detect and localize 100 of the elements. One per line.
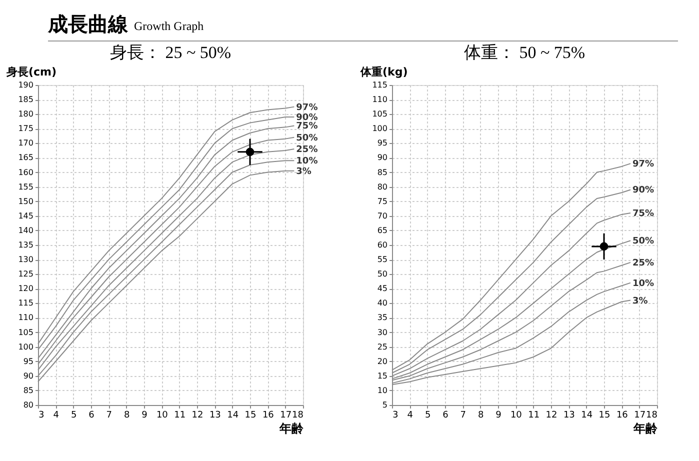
y-tick-label: 105 — [372, 110, 388, 119]
x-tick-label: 7 — [460, 410, 466, 420]
y-tick-label: 165 — [18, 153, 34, 162]
x-tick-label: 3 — [38, 410, 44, 420]
x-tick-label: 6 — [88, 410, 95, 420]
x-tick-label: 13 — [563, 410, 575, 420]
series-label: 90% — [632, 186, 654, 196]
series-label: 25% — [296, 145, 318, 155]
series-label: 10% — [296, 156, 318, 167]
y-tick-label: 40 — [377, 298, 388, 308]
x-tick-label: 15 — [244, 410, 256, 420]
text: 成長曲線 — [47, 12, 129, 36]
y-tick-label: 65 — [377, 226, 388, 235]
y-tick-label: 45 — [377, 284, 388, 294]
x-tick-label: 18 — [292, 410, 304, 420]
y-tick-label: 130 — [18, 255, 34, 264]
series-label: 97% — [632, 160, 654, 170]
x-tick-label: 16 — [616, 410, 628, 420]
y-tick-label: 110 — [372, 95, 388, 104]
y-tick-label: 90 — [377, 153, 388, 162]
y-tick-label: 15 — [377, 371, 388, 380]
x-tick-label: 16 — [262, 410, 274, 420]
y-tick-label: 70 — [377, 211, 388, 220]
x-tick-label: 18 — [646, 410, 658, 420]
y-tick-label: 95 — [23, 356, 34, 366]
x-tick-label: 8 — [478, 410, 484, 420]
y-tick-label: 170 — [18, 138, 34, 148]
y-tick-label: 190 — [18, 80, 34, 90]
y-tick-label: 60 — [377, 240, 388, 250]
x-tick-label: 5 — [70, 410, 77, 420]
y-tick-label: 80 — [377, 182, 388, 192]
x-tick-label: 12 — [192, 410, 204, 420]
y-tick-label: 180 — [18, 110, 34, 119]
x-tick-label: 13 — [209, 410, 221, 420]
x-tick-label: 17 — [634, 410, 646, 420]
x-tick-label: 15 — [598, 410, 610, 420]
series-label: 90% — [296, 113, 318, 123]
y-tick-label: 155 — [18, 182, 34, 192]
x-tick-label: 9 — [142, 410, 148, 420]
y-tick-label: 145 — [18, 211, 34, 220]
y-tick-label: 175 — [18, 124, 34, 134]
y-tick-label: 140 — [18, 226, 34, 235]
x-tick-label: 10 — [156, 410, 168, 420]
x-tick-label: 14 — [581, 410, 593, 420]
x-tick-label: 8 — [124, 410, 130, 420]
y-tick-label: 50 — [377, 270, 388, 279]
series-label: 10% — [632, 278, 654, 289]
chart-title: 体重： 50 ~ 75% — [464, 43, 586, 62]
series-label: 75% — [296, 122, 318, 132]
y-tick-label: 25 — [377, 342, 388, 352]
x-tick-label: 9 — [496, 410, 502, 420]
y-tick-label: 85 — [23, 386, 34, 395]
y-tick-label: 105 — [18, 328, 34, 337]
y-tick-label: 85 — [377, 168, 388, 177]
y-tick-label: 100 — [18, 342, 34, 352]
y-axis-title: 体重(kg) — [360, 66, 408, 78]
x-tick-label: 11 — [174, 410, 186, 420]
x-tick-label: 4 — [53, 410, 60, 420]
y-tick-label: 10 — [377, 386, 388, 395]
series-label: 97% — [296, 102, 318, 113]
y-tick-label: 135 — [18, 240, 34, 250]
series-label: 3% — [296, 166, 312, 177]
y-tick-label: 115 — [18, 298, 34, 308]
x-axis-title: 年齢 — [632, 422, 658, 436]
y-tick-label: 185 — [18, 95, 34, 104]
y-tick-label: 80 — [23, 400, 34, 410]
y-tick-label: 120 — [18, 284, 34, 294]
x-tick-label: 11 — [528, 410, 540, 420]
y-tick-label: 100 — [372, 124, 388, 134]
chart-title: 身長： 25 ~ 50% — [110, 43, 232, 62]
x-tick-label: 14 — [227, 410, 239, 420]
x-tick-label: 7 — [106, 410, 112, 420]
y-tick-label: 110 — [18, 313, 34, 322]
series-label: 3% — [632, 296, 648, 306]
series-label: 75% — [632, 209, 654, 219]
x-tick-label: 12 — [546, 410, 558, 420]
y-tick-label: 125 — [18, 270, 34, 279]
series-label: 25% — [632, 258, 654, 268]
x-axis-title: 年齢 — [278, 422, 304, 436]
y-tick-label: 115 — [372, 80, 388, 90]
x-tick-label: 5 — [424, 410, 431, 420]
series-label: 50% — [296, 133, 318, 144]
y-axis-title: 身長(cm) — [6, 66, 57, 78]
y-tick-label: 20 — [377, 356, 388, 366]
x-tick-label: 10 — [510, 410, 522, 420]
y-tick-label: 35 — [377, 313, 388, 322]
y-tick-label: 95 — [377, 138, 388, 148]
series-label: 50% — [632, 236, 654, 247]
y-tick-label: 90 — [23, 371, 34, 380]
y-tick-label: 55 — [377, 255, 388, 264]
x-tick-label: 6 — [442, 410, 449, 420]
y-tick-label: 30 — [377, 328, 388, 337]
y-tick-label: 160 — [18, 168, 34, 177]
y-tick-label: 5 — [382, 400, 388, 410]
y-tick-label: 75 — [377, 196, 388, 206]
y-tick-label: 150 — [18, 196, 34, 206]
text: Growth Graph — [134, 19, 204, 33]
x-tick-label: 4 — [407, 410, 414, 420]
x-tick-label: 3 — [392, 410, 398, 420]
x-tick-label: 17 — [280, 410, 292, 420]
